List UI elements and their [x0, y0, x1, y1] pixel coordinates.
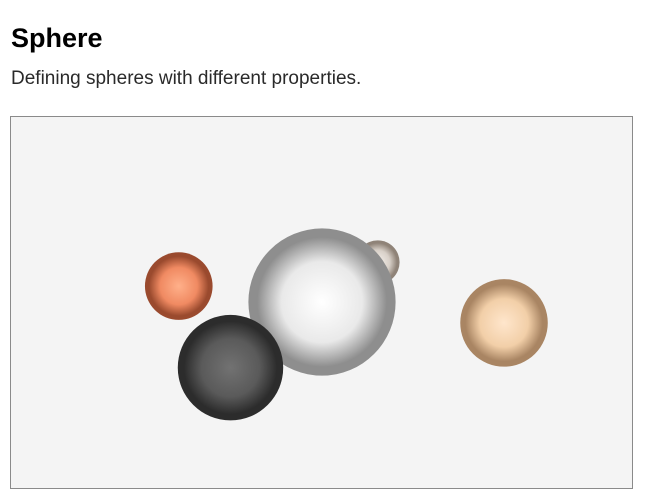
- sphere-white-large: [248, 228, 396, 376]
- sphere-peach: [460, 279, 548, 367]
- scene-canvas[interactable]: [11, 117, 632, 488]
- render-viewport[interactable]: [10, 116, 633, 489]
- page-subtitle: Defining spheres with different properti…: [11, 68, 362, 89]
- sphere-orange: [144, 252, 213, 320]
- page-title: Sphere: [11, 23, 103, 53]
- sphere-dark-gray: [177, 314, 284, 421]
